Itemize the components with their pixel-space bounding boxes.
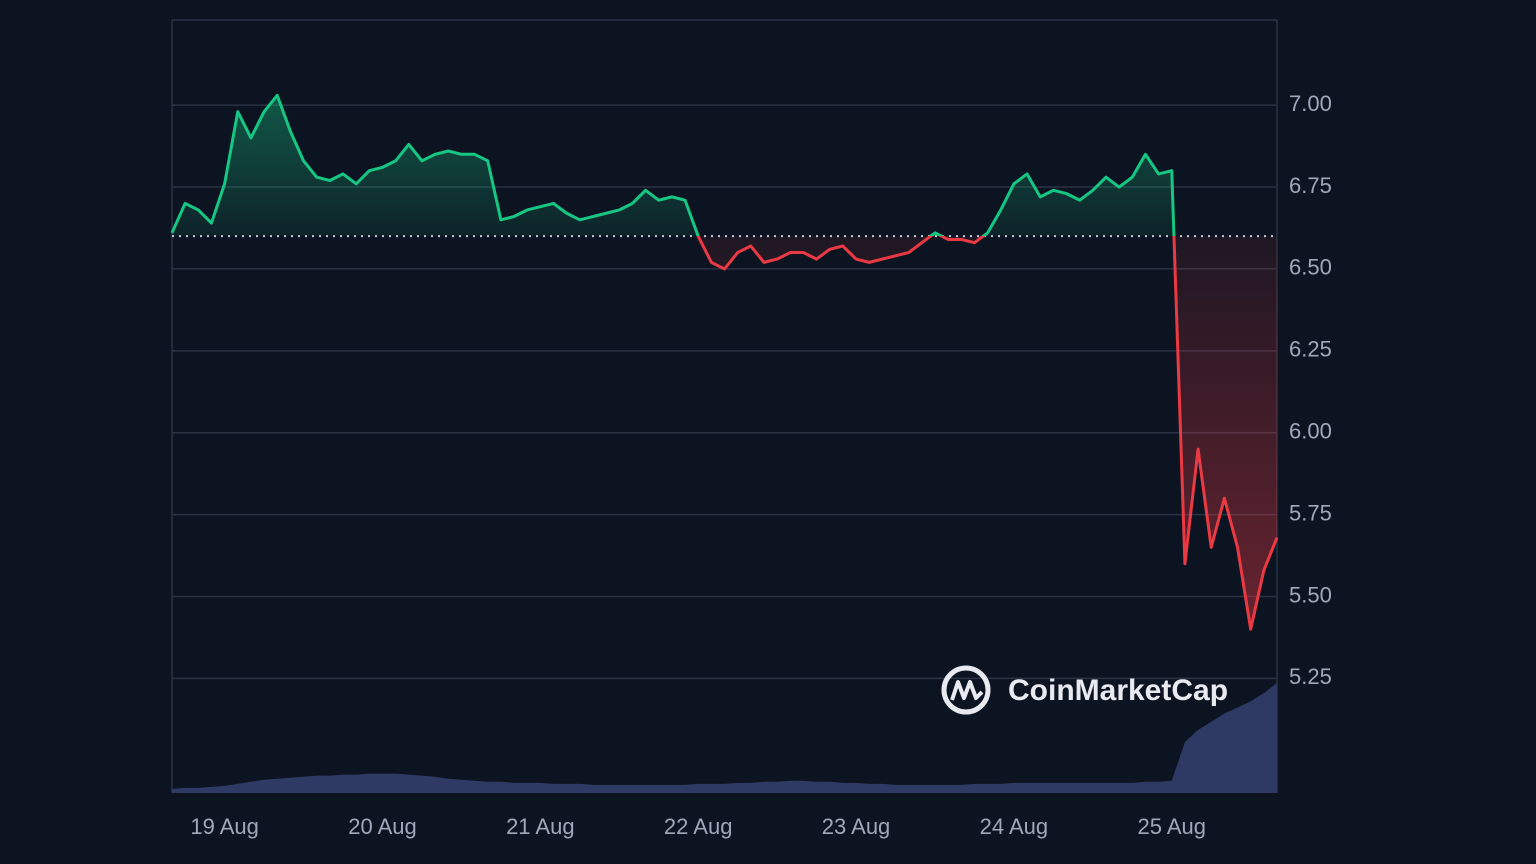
y-tick-label: 5.75 [1289,500,1332,525]
watermark-text: CoinMarketCap [1008,674,1228,707]
y-tick-label: 6.00 [1289,419,1332,444]
watermark: CoinMarketCap [941,665,1228,715]
y-tick-label: 6.50 [1289,255,1332,280]
x-tick-label: 24 Aug [980,814,1049,839]
volume-area [172,683,1277,793]
x-tick-label: 25 Aug [1138,814,1207,839]
x-tick-label: 23 Aug [822,814,891,839]
y-tick-label: 5.25 [1289,664,1332,689]
y-tick-label: 5.50 [1289,582,1332,607]
price-area [172,95,1277,630]
x-tick-label: 20 Aug [348,814,417,839]
logo [950,680,984,701]
y-tick-label: 6.75 [1289,173,1332,198]
x-tick-label: 22 Aug [664,814,733,839]
y-tick-label: 7.00 [1289,91,1332,116]
x-tick-label: 21 Aug [506,814,575,839]
x-tick-label: 19 Aug [190,814,259,839]
y-tick-label: 6.25 [1289,337,1332,362]
price-line [170,93,1279,631]
logo [941,665,991,715]
